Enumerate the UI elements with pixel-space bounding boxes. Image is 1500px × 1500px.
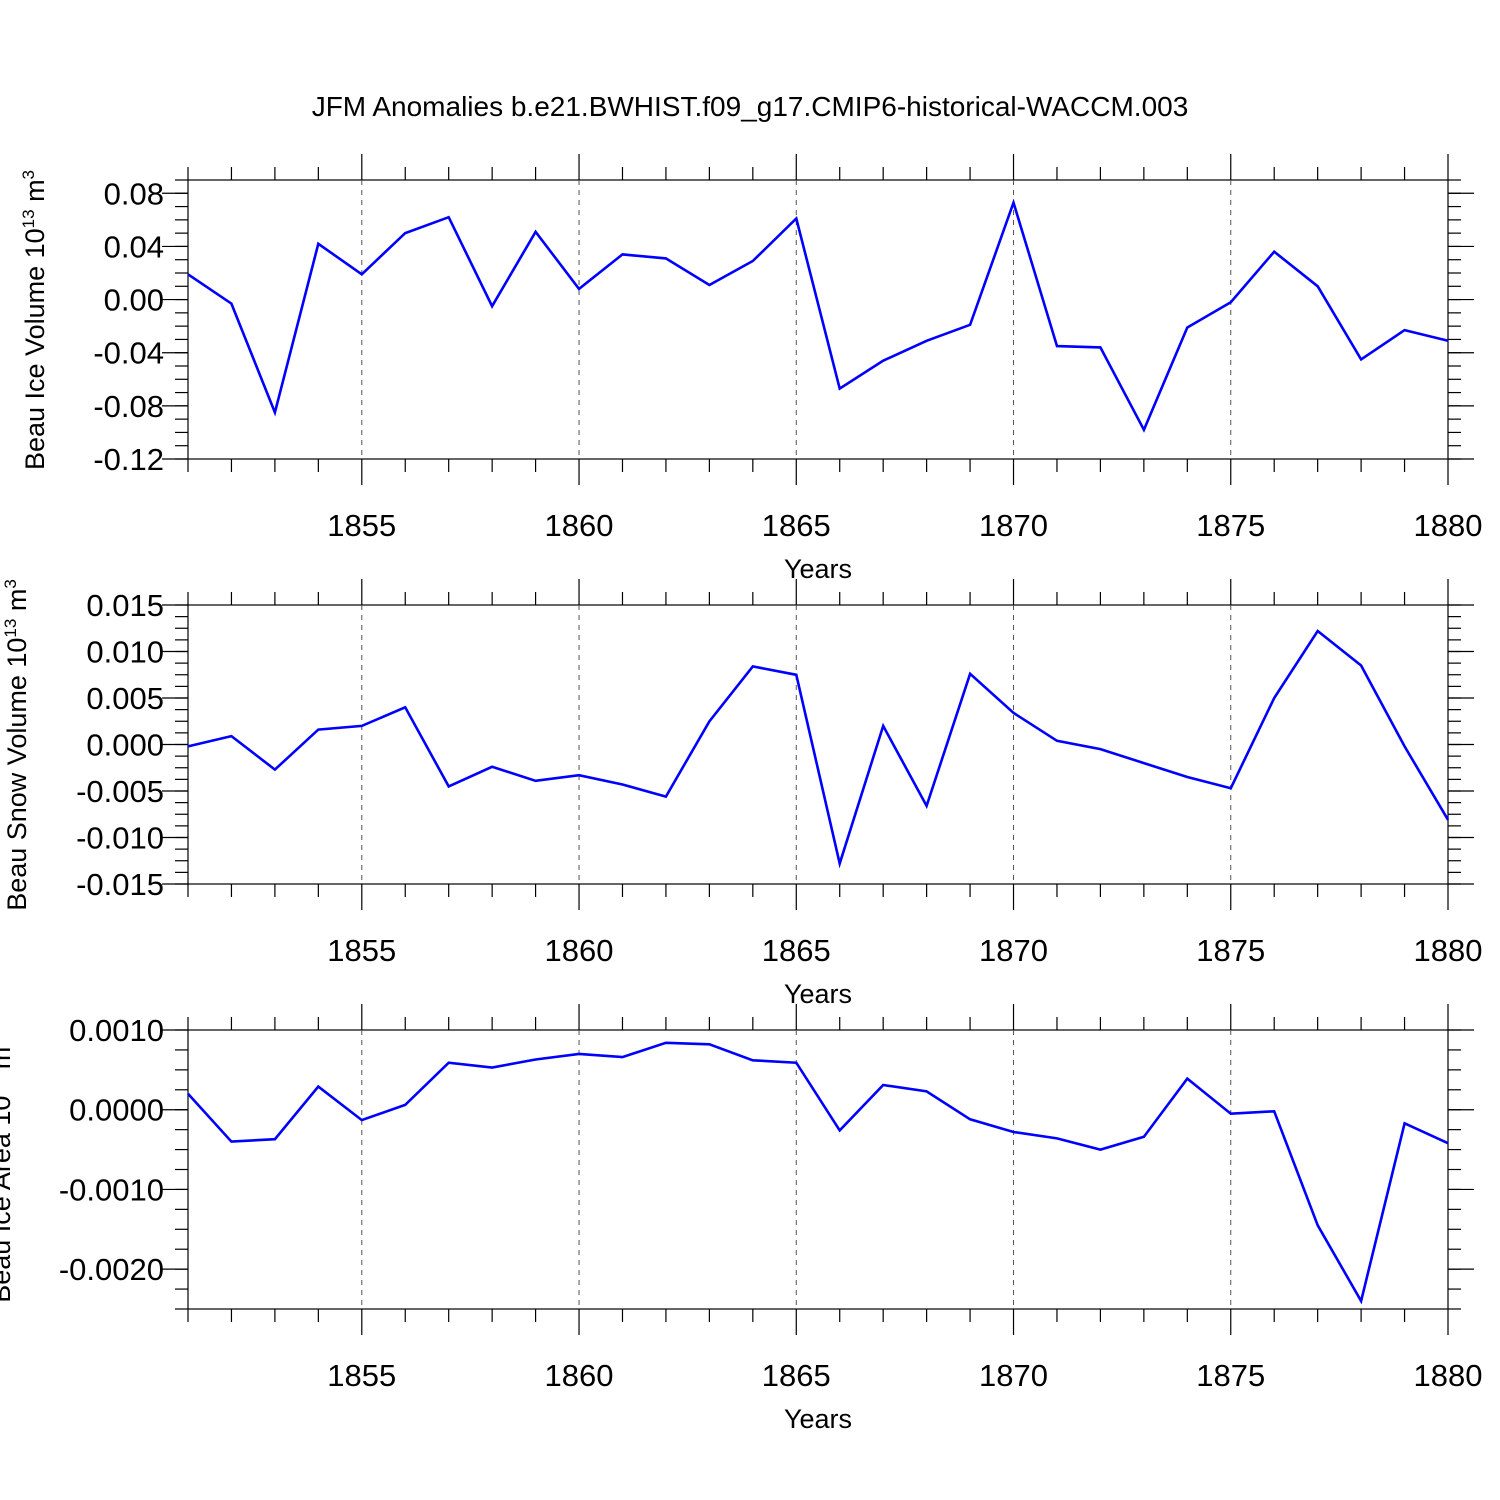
y-axis-label: Beau Snow Volume 1013 m3: [1, 579, 32, 911]
x-tick-label: 1860: [545, 1358, 614, 1393]
x-axis-label: Years: [784, 1404, 852, 1434]
x-tick-label: 1855: [327, 508, 396, 543]
x-tick-label: 1870: [979, 1358, 1048, 1393]
series-line-ice-volume: [187, 198, 1449, 433]
plot-frame: [187, 1029, 1449, 1310]
x-tick-label: 1865: [762, 1358, 831, 1393]
y-tick-label: -0.08: [93, 389, 164, 424]
y-tick-label: -0.12: [93, 442, 164, 477]
y-tick-label: 0.0000: [69, 1093, 164, 1128]
x-tick-label: 1875: [1196, 933, 1265, 968]
y-tick-label: 0.010: [86, 635, 164, 670]
y-tick-label: 0.00: [104, 283, 164, 318]
y-tick-label: 0.04: [104, 229, 164, 264]
y-tick-label: 0.015: [86, 588, 164, 623]
y-tick-label: 0.08: [104, 176, 164, 211]
x-tick-label: 1865: [762, 933, 831, 968]
series-line-snow-volume: [187, 629, 1450, 869]
x-tick-label: 1880: [1414, 1358, 1483, 1393]
x-tick-label: 1870: [979, 933, 1048, 968]
panel-ice-area: 0.0010 0.0000 -0.0010 -0.0020 1855 1860 1865 18…: [0, 1004, 1482, 1434]
panel-ice-volume: 0.08 0.04 0.00 -0.04 -0.08 -0.12 1855 1860 1865 1…: [19, 154, 1482, 584]
y-tick-label: 0.005: [86, 681, 164, 716]
plot-frame: [187, 179, 1449, 460]
x-tick-label: 1855: [327, 933, 396, 968]
x-tick-label: 1860: [545, 508, 614, 543]
x-tick-label: 1880: [1414, 508, 1483, 543]
x-tick-label: 1875: [1196, 508, 1265, 543]
y-axis-label: Beau Ice Volume 1013 m3: [19, 170, 50, 470]
x-tick-label: 1875: [1196, 1358, 1265, 1393]
plot-frame: [187, 604, 1449, 885]
x-tick-label: 1860: [545, 933, 614, 968]
y-tick-label: -0.010: [76, 821, 164, 856]
y-axis-label: Beau Ice Area 1013 m2: [0, 1037, 16, 1303]
x-tick-label: 1855: [327, 1358, 396, 1393]
series-line-ice-area: [187, 1041, 1449, 1305]
y-tick-label: -0.005: [76, 774, 164, 809]
y-tick-label: -0.0020: [59, 1252, 164, 1287]
panel-snow-volume: 0.015 0.010 0.005 0.000 -0.005 -0.010 -0.015 18…: [1, 579, 1482, 1009]
x-axis-label: Years: [784, 554, 852, 584]
x-axis-label: Years: [784, 979, 852, 1009]
y-tick-label: 0.000: [86, 728, 164, 763]
x-tick-label: 1870: [979, 508, 1048, 543]
x-tick-label: 1880: [1414, 933, 1483, 968]
chart-title: JFM Anomalies b.e21.BWHIST.f09_g17.CMIP6…: [312, 91, 1189, 122]
y-tick-label: -0.0010: [59, 1172, 164, 1207]
y-tick-label: 0.0010: [69, 1013, 164, 1048]
x-tick-label: 1865: [762, 508, 831, 543]
y-tick-label: -0.04: [93, 336, 164, 371]
y-tick-label: -0.015: [76, 867, 164, 902]
